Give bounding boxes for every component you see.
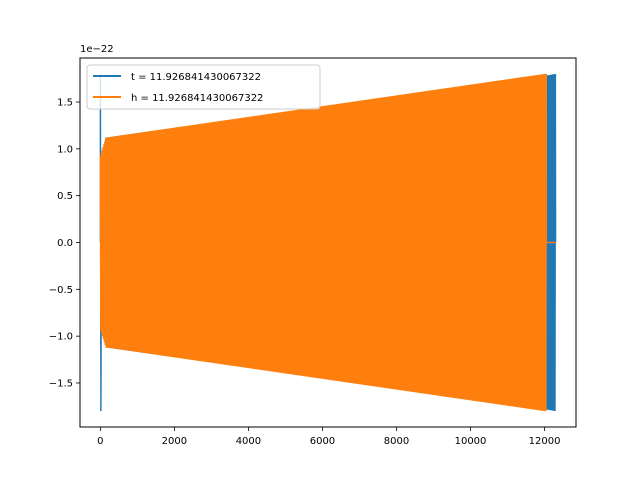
x-tick-label: 10000: [455, 436, 487, 447]
x-axis: 0 2000 4000 6000 8000 10000 12000: [97, 427, 560, 447]
y-tick-label: −1.5: [49, 378, 73, 389]
x-tick-label: 0: [97, 436, 103, 447]
plot-area: [99, 73, 557, 412]
y-tick-label: 0.0: [57, 238, 73, 249]
legend-box: [86, 64, 321, 110]
series-h-line: [99, 73, 556, 412]
y-tick-label: −0.5: [49, 285, 73, 296]
y-tick-label: 0.5: [57, 191, 73, 202]
y-tick-label: −1.0: [49, 332, 73, 343]
y-axis: −1.5 −1.0 −0.5 0.0 0.5 1.0 1.5: [49, 98, 80, 389]
x-tick-label: 12000: [529, 436, 561, 447]
x-tick-label: 8000: [384, 436, 409, 447]
x-tick-label: 2000: [162, 436, 187, 447]
x-tick-label: 4000: [236, 436, 261, 447]
y-tick-label: 1.5: [57, 98, 73, 109]
legend: t = 11.926841430067322 h = 11.9268414300…: [86, 64, 321, 110]
x-tick-label: 6000: [310, 436, 335, 447]
legend-label-t: t = 11.926841430067322: [131, 72, 261, 83]
y-tick-label: 1.0: [57, 144, 73, 155]
legend-label-h: h = 11.926841430067322: [131, 93, 263, 104]
y-offset-text: 1e−22: [80, 44, 114, 55]
